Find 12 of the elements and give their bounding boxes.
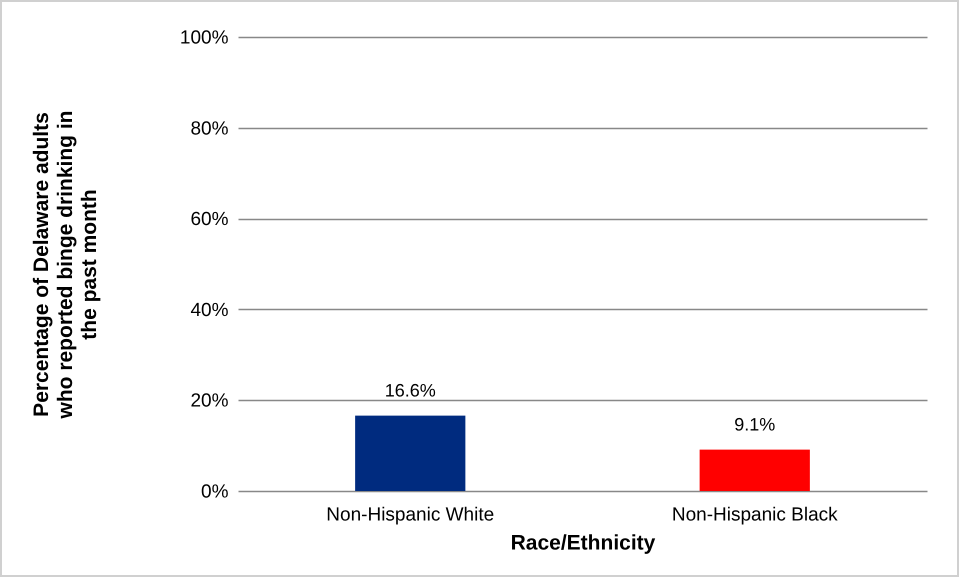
y-axis-title: Percentage of Delaware adults who reported binge drinking in the past month	[30, 110, 101, 420]
x-tick-label: Non-Hispanic White	[326, 504, 494, 526]
y-tick-label: 80%	[190, 118, 229, 140]
x-axis-title: Race/Ethnicity	[510, 532, 656, 554]
y-tick-label: 40%	[190, 300, 229, 321]
y-tick-label: 20%	[190, 390, 229, 412]
y-tick-label: 100%	[180, 28, 229, 48]
y-tick-label: 0%	[201, 482, 229, 502]
data-label: 9.1%	[734, 414, 776, 435]
y-tick-label: 60%	[190, 209, 229, 230]
data-label: 16.6%	[384, 380, 436, 401]
x-tick-label: Non-Hispanic Black	[672, 504, 838, 526]
